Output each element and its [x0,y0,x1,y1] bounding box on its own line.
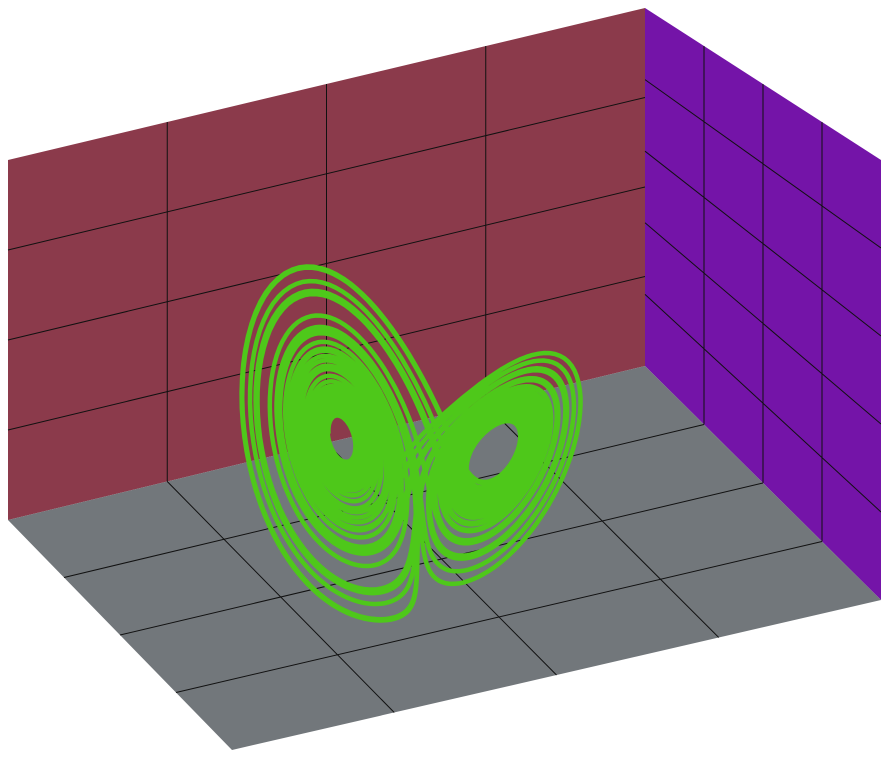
floor-grid-line-horizontal [175,541,823,693]
lorenz-curve [239,264,583,623]
back-wall-grid [7,46,646,482]
side-wall-grid-line-horizontal [644,150,881,337]
side-wall [644,8,881,600]
back-wall-grid-line-horizontal [7,276,646,431]
back-wall-grid-line-horizontal [7,97,646,251]
side-wall-grid-line-horizontal [644,294,881,513]
side-wall-grid [644,46,881,542]
side-wall-grid-line-horizontal [644,79,881,249]
side-wall-grid-line-horizontal [644,222,881,425]
floor-grid-line-horizontal [119,482,764,636]
back-wall-grid-line-horizontal [7,186,646,341]
lorenz-curve-group [239,264,583,623]
